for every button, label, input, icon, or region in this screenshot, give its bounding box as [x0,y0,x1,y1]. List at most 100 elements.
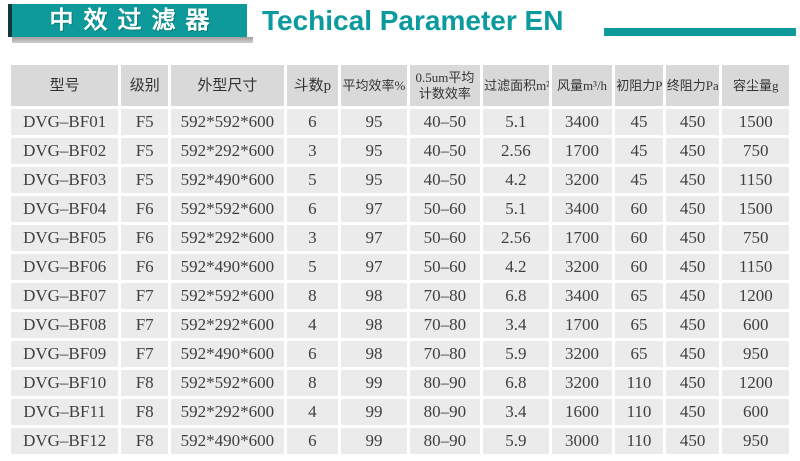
cell-airflow: 3200 [551,370,613,396]
cell-size: 592*592*600 [171,370,284,396]
cell-pockets: 4 [286,399,339,425]
table-row: DVG–BF11 F8 592*292*600 4 99 80–90 3.4 1600 110 4… [11,399,789,425]
table-row: DVG–BF07 F7 592*592*600 8 98 70–80 6.8 3400 65 45… [11,283,789,309]
cell-initial-resistance: 65 [615,341,663,367]
cell-airflow: 1700 [551,138,613,164]
cell-filter-area: 5.9 [483,428,549,454]
cell-avg-efficiency: 99 [341,399,407,425]
cell-size: 592*592*600 [171,196,284,222]
cell-final-resistance: 450 [665,167,720,193]
cell-pockets: 8 [286,370,339,396]
cell-initial-resistance: 45 [615,167,663,193]
cell-avg-efficiency: 97 [341,196,407,222]
cell-initial-resistance: 60 [615,254,663,280]
cell-avg-efficiency: 98 [341,283,407,309]
cell-count-efficiency: 70–80 [409,341,481,367]
cell-count-efficiency: 80–90 [409,399,481,425]
cell-filter-area: 6.8 [483,370,549,396]
cell-model: DVG–BF07 [11,283,119,309]
cell-avg-efficiency: 95 [341,167,407,193]
cell-final-resistance: 450 [665,254,720,280]
title-rule [604,28,796,36]
cell-filter-area: 5.9 [483,341,549,367]
cell-initial-resistance: 60 [615,225,663,251]
cell-final-resistance: 450 [665,341,720,367]
cell-initial-resistance: 45 [615,109,663,135]
cell-initial-resistance: 65 [615,312,663,338]
cell-dust-capacity: 1500 [722,196,789,222]
table-row: DVG–BF06 F6 592*490*600 5 97 50–60 4.2 3200 60 45… [11,254,789,280]
cell-final-resistance: 450 [665,109,720,135]
cell-dust-capacity: 600 [722,399,789,425]
cell-grade: F5 [121,109,169,135]
cell-final-resistance: 450 [665,399,720,425]
column-header-airflow: 风量m³/h [551,65,613,106]
table-row: DVG–BF09 F7 592*490*600 6 98 70–80 5.9 3200 65 45… [11,341,789,367]
cell-size: 592*592*600 [171,283,284,309]
column-header-pockets: 斗数p [286,65,339,106]
cell-grade: F8 [121,428,169,454]
cell-dust-capacity: 1500 [722,109,789,135]
cell-pockets: 6 [286,109,339,135]
table-row: DVG–BF12 F8 592*490*600 6 99 80–90 5.9 3000 110 4… [11,428,789,454]
cell-model: DVG–BF06 [11,254,119,280]
cell-count-efficiency: 70–80 [409,283,481,309]
cell-model: DVG–BF10 [11,370,119,396]
table-row: DVG–BF05 F6 592*292*600 3 97 50–60 2.56 1700 60 4… [11,225,789,251]
column-header-model: 型号 [11,65,119,106]
cell-dust-capacity: 1150 [722,167,789,193]
cell-final-resistance: 450 [665,138,720,164]
title-badge-shadow [12,37,253,43]
cell-size: 592*490*600 [171,428,284,454]
cell-grade: F6 [121,196,169,222]
cell-final-resistance: 450 [665,196,720,222]
cell-avg-efficiency: 98 [341,341,407,367]
cell-dust-capacity: 1200 [722,370,789,396]
cell-grade: F6 [121,225,169,251]
cell-grade: F7 [121,283,169,309]
cell-filter-area: 2.56 [483,138,549,164]
cell-final-resistance: 450 [665,283,720,309]
cell-pockets: 6 [286,196,339,222]
cell-dust-capacity: 950 [722,341,789,367]
cell-count-efficiency: 70–80 [409,312,481,338]
column-header-filter-area: 过滤面积m² [483,65,549,106]
parameter-table: 型号 级别 外型尺寸 斗数p 平均效率% 0.5um平均 计数效率 过滤面积m² 风量m³/h… [8,62,792,457]
cell-count-efficiency: 80–90 [409,428,481,454]
cell-model: DVG–BF08 [11,312,119,338]
cell-pockets: 6 [286,428,339,454]
cell-pockets: 3 [286,138,339,164]
cell-grade: F8 [121,370,169,396]
cell-airflow: 3400 [551,196,613,222]
page-title-en: Techical Parameter EN [262,5,564,36]
cell-airflow: 3000 [551,428,613,454]
column-header-size: 外型尺寸 [171,65,284,106]
cell-filter-area: 5.1 [483,109,549,135]
cell-airflow: 3200 [551,254,613,280]
table-row: DVG–BF01 F5 592*592*600 6 95 40–50 5.1 3400 45 45… [11,109,789,135]
cell-model: DVG–BF02 [11,138,119,164]
cell-final-resistance: 450 [665,370,720,396]
cell-pockets: 3 [286,225,339,251]
cell-size: 592*490*600 [171,254,284,280]
cell-filter-area: 5.1 [483,196,549,222]
cell-avg-efficiency: 95 [341,138,407,164]
cell-filter-area: 4.2 [483,167,549,193]
cell-grade: F7 [121,341,169,367]
cell-filter-area: 2.56 [483,225,549,251]
cell-avg-efficiency: 98 [341,312,407,338]
cell-grade: F6 [121,254,169,280]
cell-size: 592*292*600 [171,225,284,251]
cell-filter-area: 6.8 [483,283,549,309]
cell-model: DVG–BF03 [11,167,119,193]
cell-grade: F7 [121,312,169,338]
cell-model: DVG–BF12 [11,428,119,454]
cell-airflow: 3400 [551,109,613,135]
cell-airflow: 3200 [551,341,613,367]
cell-initial-resistance: 110 [615,428,663,454]
cell-count-efficiency: 40–50 [409,167,481,193]
cell-grade: F5 [121,167,169,193]
table-body: DVG–BF01 F5 592*592*600 6 95 40–50 5.1 3400 45 45… [11,109,789,454]
column-header-dust-capacity: 容尘量g [722,65,789,106]
cell-model: DVG–BF01 [11,109,119,135]
